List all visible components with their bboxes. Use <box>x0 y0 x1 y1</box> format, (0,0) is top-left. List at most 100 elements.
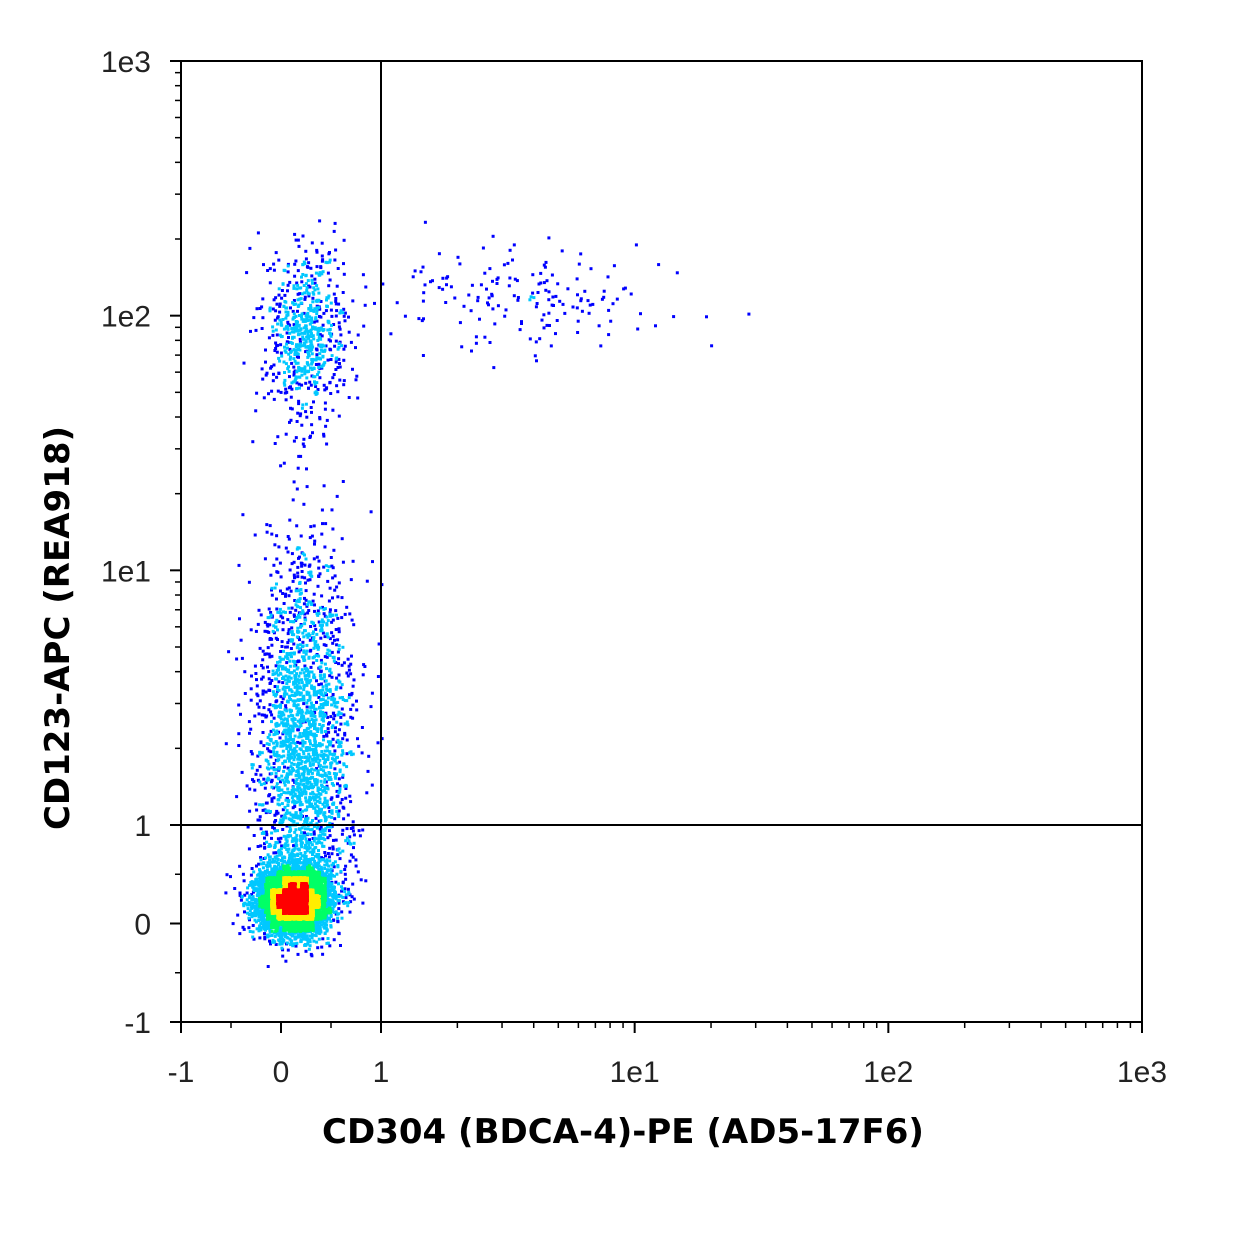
event-dot <box>258 936 262 940</box>
event-dot <box>328 614 332 618</box>
event-dot <box>277 777 281 781</box>
event-dot <box>360 751 364 755</box>
event-dot <box>313 865 317 868</box>
event-dot <box>270 778 274 782</box>
event-dot <box>246 825 250 829</box>
event-dot <box>335 761 339 765</box>
event-dot <box>303 851 307 854</box>
event-dot <box>304 677 308 681</box>
event-dot <box>258 803 262 807</box>
event-dot <box>271 379 275 383</box>
event-dot <box>311 300 315 304</box>
event-dot <box>308 761 312 765</box>
event-dot <box>320 693 324 697</box>
event-dot <box>267 392 270 396</box>
event-dot <box>326 715 330 719</box>
event-dot <box>255 808 259 812</box>
event-dot <box>284 816 288 820</box>
event-dot <box>315 811 319 815</box>
event-dot <box>317 559 321 563</box>
event-dot <box>275 302 279 306</box>
event-dots-layer <box>224 219 751 968</box>
event-dot <box>270 831 274 835</box>
event-dot <box>343 731 347 735</box>
event-dot <box>381 282 385 286</box>
event-dot <box>245 271 249 275</box>
event-dot <box>276 685 280 689</box>
event-dot <box>293 862 297 866</box>
event-dot <box>341 887 345 891</box>
event-dot <box>339 744 343 748</box>
event-dot <box>337 357 341 361</box>
event-dot <box>365 791 369 795</box>
event-dot <box>576 293 579 297</box>
event-dot <box>269 750 273 754</box>
event-dot <box>337 728 341 732</box>
event-dot <box>287 739 291 742</box>
event-dot <box>542 281 546 285</box>
event-dot <box>303 612 307 616</box>
event-dot <box>317 877 321 881</box>
event-dot <box>313 854 317 858</box>
event-dot <box>274 625 277 629</box>
event-dot <box>280 788 284 792</box>
event-dot <box>346 841 350 845</box>
event-dot <box>317 742 321 746</box>
event-dot <box>255 684 259 688</box>
event-dot <box>281 616 285 620</box>
event-dot <box>263 620 267 624</box>
event-dot <box>248 901 252 905</box>
event-dot <box>316 855 320 859</box>
event-dot <box>283 730 287 734</box>
event-dot <box>324 691 327 695</box>
event-dot <box>323 545 327 549</box>
event-dot <box>317 795 321 799</box>
event-dot <box>328 901 332 905</box>
event-dot <box>293 734 297 738</box>
event-dot <box>270 772 274 776</box>
event-dot <box>276 870 280 874</box>
event-dot <box>287 668 291 672</box>
event-dot <box>294 699 298 703</box>
event-dot <box>657 263 661 267</box>
event-dot <box>282 649 285 653</box>
event-dot <box>326 824 330 828</box>
event-dot <box>305 732 309 736</box>
event-dot <box>273 934 277 938</box>
event-dot <box>314 871 318 875</box>
event-dot <box>342 272 346 276</box>
event-dot <box>296 785 300 789</box>
event-dot <box>331 885 335 889</box>
event-dot <box>261 893 265 896</box>
event-dot <box>310 362 314 366</box>
event-dot <box>311 723 314 727</box>
event-dot <box>320 241 324 245</box>
event-dot <box>364 879 368 883</box>
event-dot <box>324 424 328 428</box>
event-dot <box>307 655 311 659</box>
event-dot <box>320 856 323 860</box>
event-dot <box>308 748 311 752</box>
event-dot <box>324 679 328 683</box>
event-dot <box>351 820 355 824</box>
event-dot <box>285 809 289 813</box>
event-dot <box>271 669 275 673</box>
event-dot <box>323 662 327 666</box>
event-dot <box>325 784 329 788</box>
event-dot <box>341 645 345 649</box>
event-dot <box>284 837 288 841</box>
event-dot <box>243 893 247 897</box>
event-dot <box>276 628 279 632</box>
event-dot <box>313 539 317 543</box>
event-dot <box>292 439 296 443</box>
event-dot <box>289 385 292 389</box>
event-dot <box>334 687 338 691</box>
event-dot <box>277 873 281 877</box>
event-dot <box>313 707 317 711</box>
event-dot <box>294 813 298 817</box>
event-dot <box>300 280 304 284</box>
event-dot <box>300 698 304 702</box>
event-dot <box>275 344 279 348</box>
event-dot <box>317 809 320 813</box>
event-dot <box>296 703 300 707</box>
